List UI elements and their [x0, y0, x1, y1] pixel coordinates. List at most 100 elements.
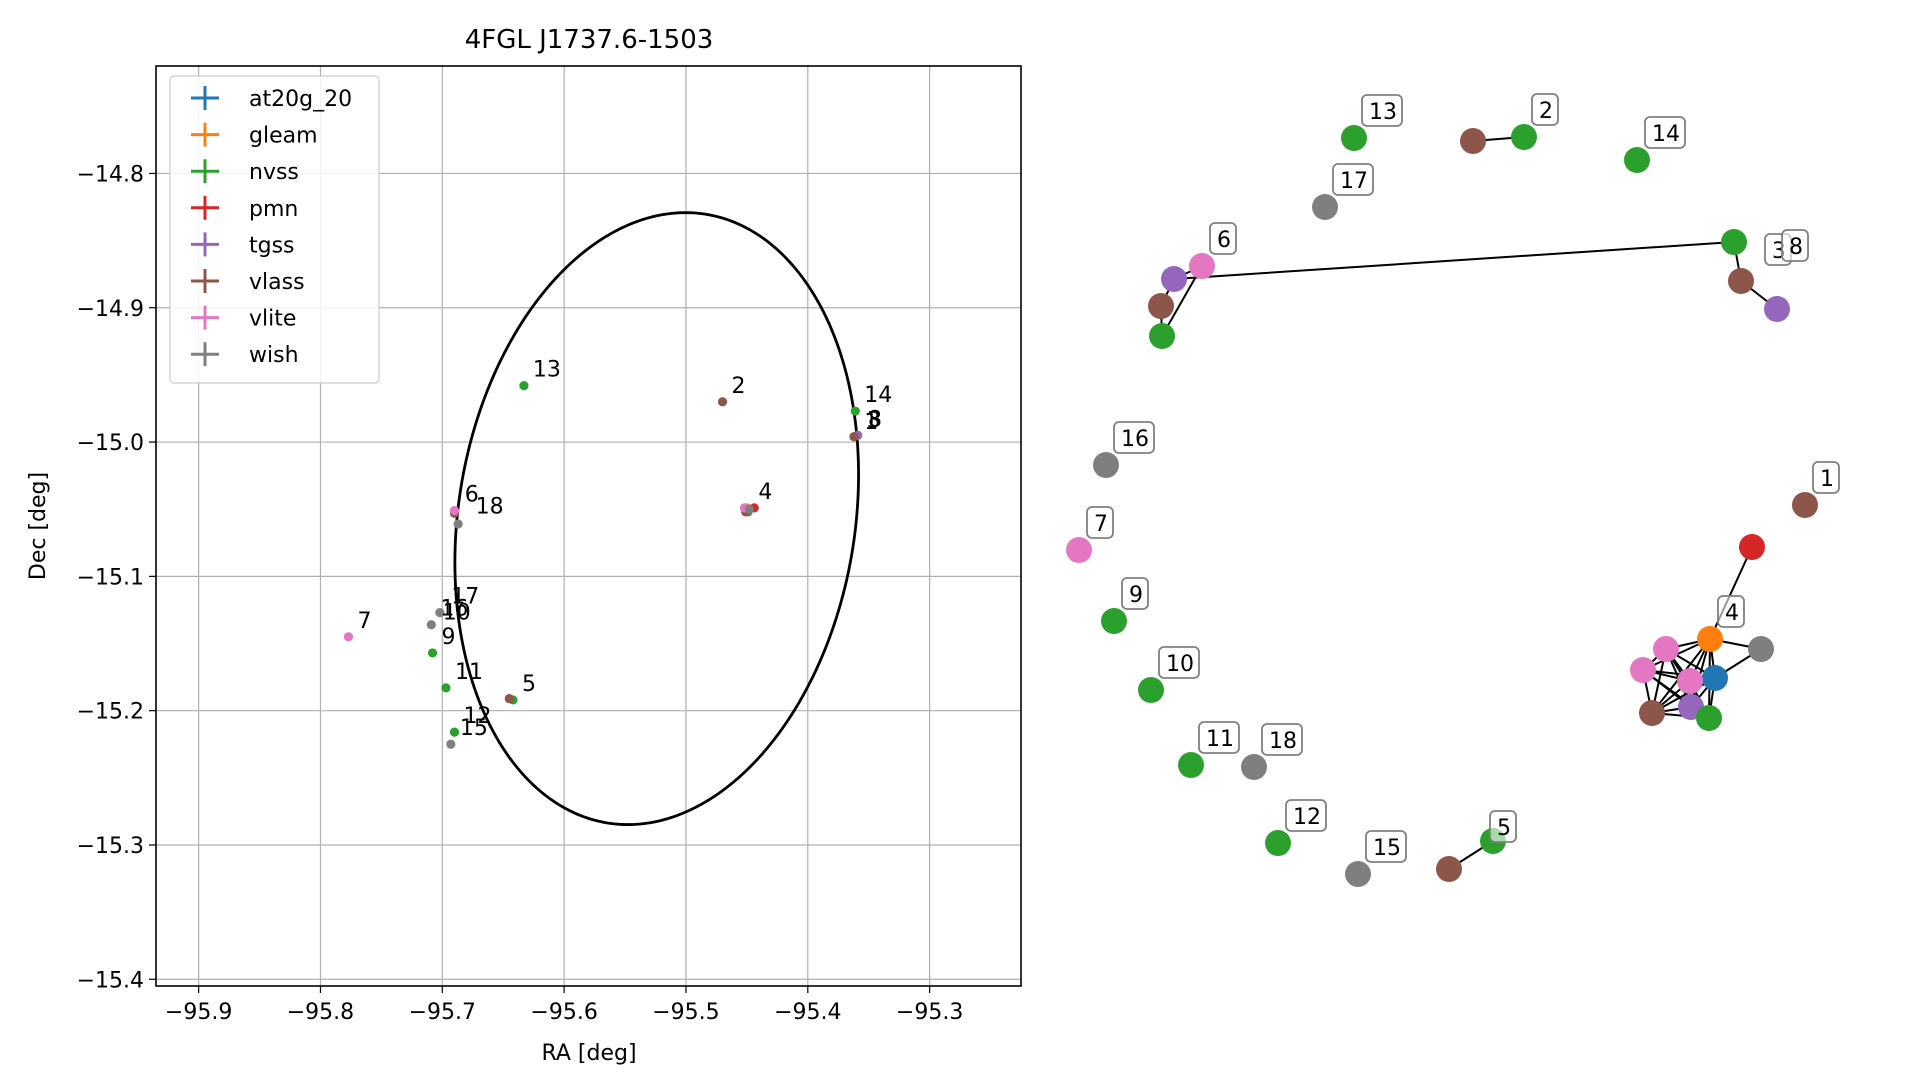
x-tick-label: −95.7: [409, 1000, 476, 1025]
point-nvss: [427, 648, 438, 658]
node-label-text: 13: [1369, 100, 1397, 125]
graph-node: [1161, 266, 1187, 292]
graph-node: [1739, 534, 1765, 560]
graph-node: [1728, 268, 1754, 294]
point-vlass: [717, 397, 728, 407]
point-label: 13: [533, 358, 561, 383]
point-label: 6: [465, 483, 479, 508]
graph-node: [1630, 657, 1656, 683]
x-tick-label: −95.5: [652, 1000, 719, 1025]
graph-edge: [1161, 265, 1203, 337]
point-label: 1: [864, 410, 878, 435]
node-label-box: [1644, 116, 1686, 149]
graph-node: [1138, 677, 1164, 703]
node-label: 15: [1365, 830, 1407, 863]
legend-label: nvss: [249, 160, 299, 185]
node-label: 13: [1361, 94, 1403, 127]
node-label: 4: [1717, 595, 1745, 628]
graph-node: [1721, 229, 1747, 255]
y-axis-ticks: −14.8 −14.9 −15.0 −15.1 −15.2 −15.3 −15.4: [77, 162, 156, 993]
legend-label: pmn: [249, 197, 298, 222]
node-label-box: [1489, 810, 1517, 843]
graph-node: [1066, 537, 1092, 563]
node-label-text: 15: [1373, 836, 1401, 861]
point-vlite: [343, 632, 354, 642]
graph-edge: [1173, 241, 1735, 280]
graph-node: [1265, 830, 1291, 856]
point-label: 17: [451, 585, 479, 610]
point-wish: [744, 504, 754, 514]
legend-item-vlass: vlass: [191, 269, 305, 295]
node-label: 17: [1332, 163, 1374, 196]
graph-node: [1312, 194, 1338, 220]
x-tick-label: −95.8: [287, 1000, 354, 1025]
graph-node: [1148, 293, 1174, 319]
legend-item-tgss: tgss: [191, 232, 295, 258]
node-label: 9: [1121, 577, 1149, 610]
graph-node: [1436, 856, 1462, 882]
legend-label: wish: [249, 343, 299, 368]
graph-edge: [1709, 546, 1753, 640]
node-label-text: 12: [1293, 805, 1321, 830]
y-tick-label: −15.0: [77, 431, 144, 456]
point-label: 4: [758, 480, 772, 505]
node-label-text: 11: [1206, 727, 1234, 752]
legend-item-at20g_20: at20g_20: [191, 86, 352, 112]
node-label-box: [1086, 506, 1114, 539]
node-label: 7: [1086, 506, 1114, 539]
node-label-text: 16: [1121, 427, 1149, 452]
point-vlite: [449, 505, 460, 516]
legend-item-wish: wish: [191, 342, 299, 368]
node-label-box: [1781, 229, 1809, 262]
legend-label: vlite: [249, 307, 296, 332]
node-label-text: 18: [1269, 729, 1297, 754]
node-label: 2: [1531, 93, 1559, 126]
data-points: [343, 381, 863, 749]
graph-nodes: [1066, 124, 1818, 887]
graph-node: [1696, 705, 1722, 731]
point-wish: [453, 519, 463, 529]
graph-node: [1241, 754, 1267, 780]
node-label-text: 5: [1497, 816, 1511, 841]
node-label-text: 6: [1217, 228, 1231, 253]
point-label: 10: [443, 601, 471, 626]
node-label-box: [1812, 461, 1840, 494]
uncertainty-ellipse: [453, 211, 860, 826]
node-label-text: 4: [1725, 601, 1739, 626]
node-label: 6: [1209, 222, 1237, 255]
node-label-text: 10: [1166, 652, 1194, 677]
graph-node: [1748, 636, 1774, 662]
legend-label: at20g_20: [249, 87, 352, 112]
point-vlass: [504, 693, 514, 704]
node-label-box: [1285, 799, 1327, 832]
point-label: 7: [357, 609, 371, 634]
node-label-box: [1332, 163, 1374, 196]
legend-box: [169, 75, 380, 384]
node-label-box: [1121, 577, 1149, 610]
node-label: 1: [1812, 461, 1840, 494]
node-label-box: [1158, 646, 1200, 679]
x-tick-label: −95.4: [774, 1000, 841, 1025]
point-nvss: [449, 727, 460, 737]
point-label: 3: [867, 409, 881, 434]
point-label: 12: [463, 704, 491, 729]
graph-node: [1460, 128, 1486, 154]
point-nvss: [850, 406, 860, 416]
node-label-box: [1261, 723, 1303, 756]
legend-label: gleam: [249, 124, 318, 149]
y-tick-label: −14.9: [77, 297, 144, 322]
node-label: 14: [1644, 116, 1686, 149]
x-tick-label: −95.6: [530, 1000, 597, 1025]
graph-node: [1178, 752, 1204, 778]
graph-node: [1624, 147, 1650, 173]
node-label: 5: [1489, 810, 1517, 843]
point-nvss: [441, 683, 451, 693]
node-label-box: [1209, 222, 1237, 255]
graph-node: [1677, 668, 1703, 694]
y-tick-label: −15.4: [77, 968, 144, 993]
graph-node: [1341, 125, 1367, 151]
